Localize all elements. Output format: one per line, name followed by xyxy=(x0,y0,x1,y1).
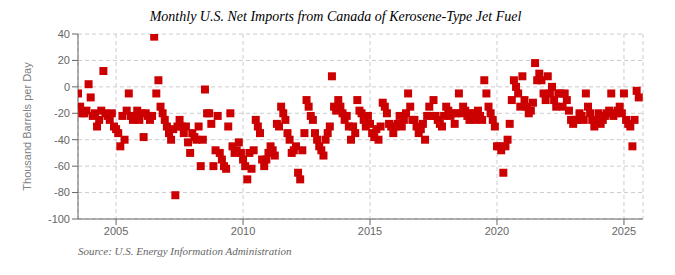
svg-text:2010: 2010 xyxy=(231,225,255,237)
svg-text:2015: 2015 xyxy=(358,225,382,237)
svg-text:-80: -80 xyxy=(54,186,70,198)
html-text:Source: U.S. Energy Informatio: Source: U.S. Energy Information Administ… xyxy=(78,245,292,257)
svg-text:0: 0 xyxy=(64,81,70,93)
svg-text:2020: 2020 xyxy=(485,225,509,237)
svg-text:20: 20 xyxy=(58,54,70,66)
svg-text:-60: -60 xyxy=(54,160,70,172)
html-text:Monthly U.S. Net Imports from: Monthly U.S. Net Imports from Canada of … xyxy=(149,9,522,24)
svg-text:2025: 2025 xyxy=(612,225,636,237)
svg-text:-40: -40 xyxy=(54,134,70,146)
svg-text:-20: -20 xyxy=(54,107,70,119)
svg-text:40: 40 xyxy=(58,28,70,40)
svg-text:-100: -100 xyxy=(48,213,70,225)
svg-text:2005: 2005 xyxy=(104,225,128,237)
svg-text:Thousand Barrels per Day: Thousand Barrels per Day xyxy=(21,62,33,191)
